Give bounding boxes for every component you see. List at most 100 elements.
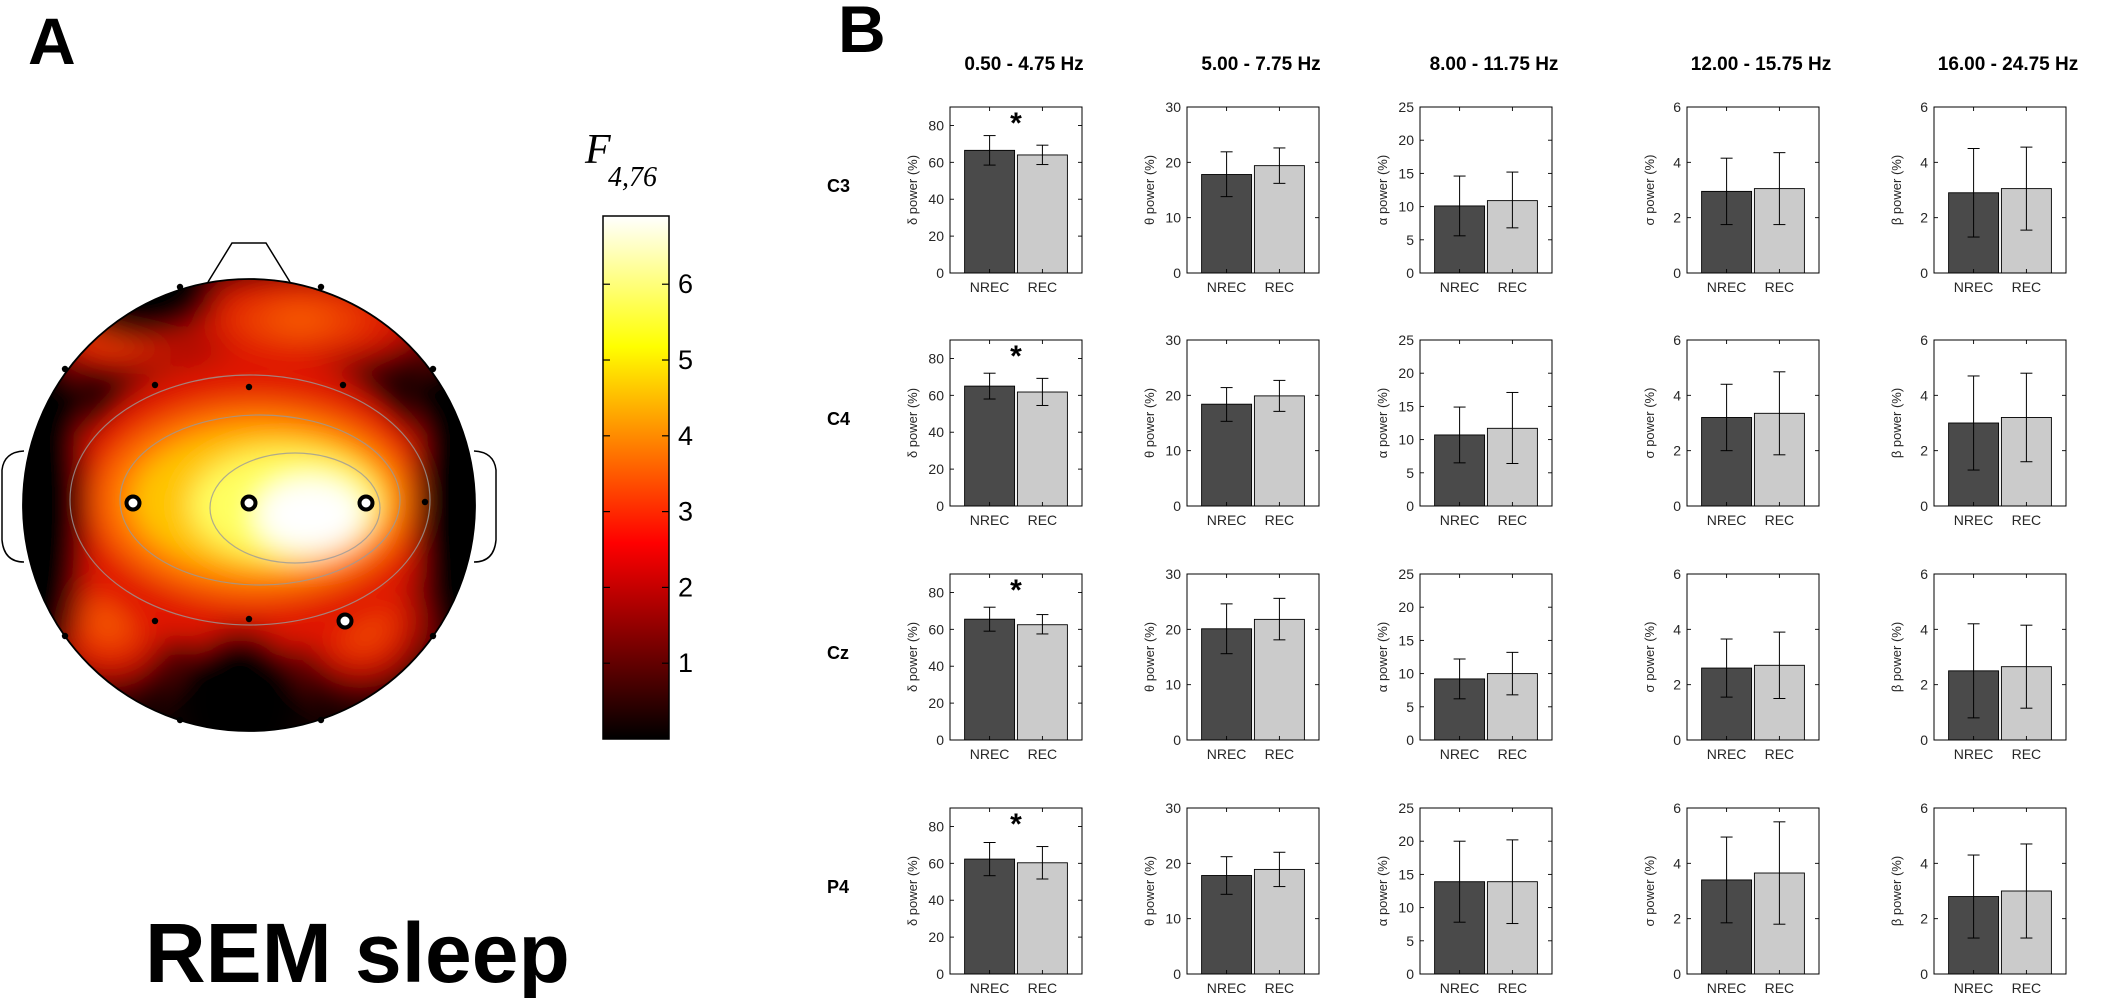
y-tick-label: 5 [1406, 699, 1414, 715]
y-tick-label: 80 [928, 350, 944, 366]
band-title: 0.50 - 4.75 Hz [964, 54, 1083, 75]
y-tick-label: 0 [1920, 498, 1928, 514]
y-tick-label: 20 [1398, 599, 1414, 615]
plot-frame [1186, 106, 1320, 274]
significance-marker: * [1010, 107, 1022, 140]
y-axis-label: θ power (%) [1142, 622, 1157, 692]
x-tick-label: NREC [1207, 980, 1247, 996]
y-tick-label: 10 [1398, 199, 1414, 215]
x-tick-label: REC [1765, 980, 1795, 996]
y-tick-label: 4 [1673, 387, 1681, 403]
bar-panel: NREC REC 0 5 10 15 20 25 α power (%) [1375, 800, 1553, 996]
x-tick-label: REC [1265, 980, 1295, 996]
y-axis-label: σ power (%) [1642, 388, 1657, 459]
channel-label: Cz [827, 643, 849, 663]
bar-panel: NREC REC 0 2 4 6 σ power (%) [1642, 566, 1820, 762]
bar-panel: NREC REC 0 5 10 15 20 25 α power (%) [1375, 99, 1553, 295]
y-tick-label: 6 [1920, 99, 1928, 115]
y-tick-label: 4 [1920, 387, 1928, 403]
y-tick-label: 5 [1406, 465, 1414, 481]
plot-frame [1419, 106, 1553, 274]
y-tick-label: 40 [928, 191, 944, 207]
bar-panel: NREC REC 0 2 4 6 β power (%) [1889, 332, 2067, 528]
y-tick-label: 0 [1673, 732, 1681, 748]
x-tick-label: REC [2012, 746, 2042, 762]
y-tick-label: 6 [1673, 566, 1681, 582]
y-tick-label: 0 [936, 966, 944, 982]
plot-frame [1419, 807, 1553, 975]
x-tick-label: NREC [1207, 746, 1247, 762]
y-tick-label: 2 [1673, 443, 1681, 459]
x-tick-label: NREC [1954, 746, 1994, 762]
y-axis-label: α power (%) [1375, 155, 1390, 225]
x-tick-label: NREC [1440, 746, 1480, 762]
y-tick-label: 4 [1673, 621, 1681, 637]
y-tick-label: 0 [936, 265, 944, 281]
bar-panel: NREC REC 0 5 10 15 20 25 α power (%) [1375, 566, 1553, 762]
bar-nrec [1201, 875, 1253, 975]
plot-frame [949, 807, 1083, 975]
y-axis-label: θ power (%) [1142, 856, 1157, 926]
bar-panel: NREC REC 0 20 40 60 80 δ power (%) * [905, 807, 1083, 996]
bar-panel: NREC REC 0 20 40 60 80 δ power (%) * [905, 106, 1083, 295]
y-tick-label: 0 [1920, 265, 1928, 281]
y-tick-label: 20 [928, 461, 944, 477]
x-tick-label: NREC [1707, 279, 1747, 295]
x-tick-label: REC [1265, 512, 1295, 528]
y-tick-label: 4 [1920, 855, 1928, 871]
bar-panel: NREC REC 0 2 4 6 σ power (%) [1642, 800, 1820, 996]
bar-panel: NREC REC 0 10 20 30 θ power (%) [1142, 800, 1320, 996]
x-tick-label: NREC [1440, 279, 1480, 295]
x-tick-label: REC [1498, 980, 1528, 996]
y-tick-label: 10 [1398, 900, 1414, 916]
x-tick-label: NREC [1707, 512, 1747, 528]
plot-frame [949, 573, 1083, 741]
x-tick-label: REC [1028, 980, 1058, 996]
y-axis-label: σ power (%) [1642, 856, 1657, 927]
y-tick-label: 4 [1920, 621, 1928, 637]
y-tick-label: 60 [928, 387, 944, 403]
topographic-map [1, 242, 497, 732]
bar-panel: NREC REC 0 2 4 6 β power (%) [1889, 99, 2067, 295]
y-tick-label: 20 [1398, 365, 1414, 381]
y-axis-label: β power (%) [1889, 388, 1904, 458]
band-title: 5.00 - 7.75 Hz [1201, 54, 1320, 75]
y-tick-label: 10 [1165, 677, 1181, 693]
channel-label: P4 [827, 877, 849, 897]
x-tick-label: REC [1028, 279, 1058, 295]
bar-panel: NREC REC 0 5 10 15 20 25 α power (%) [1375, 332, 1553, 528]
y-tick-label: 6 [1920, 332, 1928, 348]
band-title: 16.00 - 24.75 Hz [1938, 54, 2078, 75]
y-tick-label: 30 [1165, 99, 1181, 115]
y-tick-label: 0 [1173, 265, 1181, 281]
panel-a-letter: A [28, 4, 76, 78]
y-tick-label: 6 [1673, 332, 1681, 348]
colorbar-label-subscript: 4,76 [608, 162, 657, 193]
y-tick-label: 0 [1406, 966, 1414, 982]
x-tick-label: NREC [970, 746, 1010, 762]
y-tick-label: 6 [1920, 566, 1928, 582]
significance-marker: * [1010, 340, 1022, 373]
bar-nrec [1201, 174, 1253, 274]
y-tick-label: 15 [1398, 165, 1414, 181]
x-tick-label: REC [1498, 512, 1528, 528]
colorbar-tick-label: 2 [678, 572, 693, 602]
colorbar-tick-label: 5 [678, 345, 693, 375]
y-tick-label: 6 [1673, 99, 1681, 115]
y-tick-label: 20 [1165, 387, 1181, 403]
bar-panel: NREC REC 0 20 40 60 80 δ power (%) * [905, 573, 1083, 762]
plot-frame [1186, 807, 1320, 975]
y-tick-label: 6 [1673, 800, 1681, 816]
y-tick-label: 20 [1398, 132, 1414, 148]
head-nose [207, 242, 291, 283]
y-tick-label: 60 [928, 621, 944, 637]
x-tick-label: REC [1498, 279, 1528, 295]
y-tick-label: 25 [1398, 332, 1414, 348]
colorbar-label: F [584, 127, 611, 173]
plot-frame [1686, 807, 1820, 975]
x-tick-label: NREC [1207, 279, 1247, 295]
head-left-ear [1, 450, 25, 563]
y-tick-label: 40 [928, 892, 944, 908]
y-tick-label: 2 [1920, 443, 1928, 459]
x-tick-label: NREC [970, 279, 1010, 295]
